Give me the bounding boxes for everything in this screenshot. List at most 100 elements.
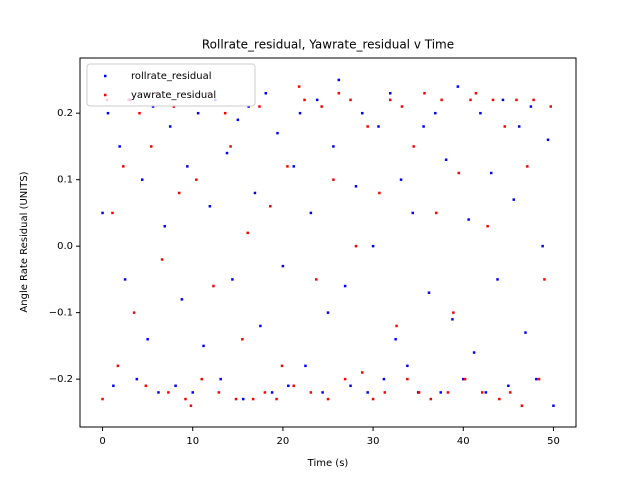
- point: [280, 364, 284, 368]
- point: [315, 98, 319, 102]
- point: [196, 111, 200, 115]
- point: [144, 384, 148, 388]
- point: [388, 98, 392, 102]
- point: [259, 324, 262, 328]
- point: [446, 391, 450, 394]
- legend-marker: [104, 93, 107, 97]
- point: [253, 191, 257, 195]
- point: [469, 98, 472, 102]
- point: [515, 98, 518, 102]
- point: [354, 185, 358, 188]
- legend-marker: [104, 74, 107, 78]
- point: [394, 337, 397, 341]
- point: [507, 384, 510, 388]
- point: [177, 191, 181, 195]
- point: [270, 391, 274, 394]
- point: [315, 278, 318, 281]
- legend-label: yawrate_residual: [131, 90, 216, 101]
- point: [491, 98, 495, 102]
- point: [321, 391, 324, 394]
- point: [512, 198, 516, 201]
- point: [452, 311, 455, 314]
- point: [247, 105, 250, 108]
- point: [520, 404, 524, 407]
- point: [337, 91, 341, 95]
- point: [503, 125, 507, 128]
- point: [406, 364, 409, 368]
- point: [451, 318, 454, 321]
- x-tick-label: 0: [99, 436, 105, 447]
- point: [399, 178, 403, 181]
- point: [463, 377, 467, 381]
- point: [292, 165, 295, 168]
- chart-title: Rollrate_residual, Yawrate_residual v Ti…: [202, 38, 454, 52]
- point: [149, 145, 153, 148]
- point: [423, 91, 426, 95]
- point: [486, 224, 489, 228]
- point: [524, 331, 527, 334]
- point: [132, 311, 136, 314]
- point: [151, 105, 155, 108]
- point: [371, 397, 375, 401]
- point: [146, 337, 149, 341]
- point: [217, 391, 221, 394]
- point: [388, 91, 392, 95]
- point: [287, 384, 290, 388]
- point: [535, 377, 538, 381]
- y-tick-label: 0.1: [57, 175, 73, 186]
- point: [111, 211, 114, 215]
- point: [537, 377, 541, 381]
- point: [168, 125, 172, 128]
- point: [172, 105, 176, 108]
- point: [225, 151, 229, 155]
- y-tick-label: −0.1: [49, 308, 73, 319]
- x-tick-label: 50: [547, 436, 560, 447]
- point: [472, 351, 476, 354]
- point: [434, 211, 438, 215]
- point: [281, 264, 285, 268]
- point: [263, 391, 267, 394]
- y-axis-label: Angle Rate Residual (UNITS): [19, 171, 30, 312]
- point: [112, 384, 115, 388]
- point: [541, 244, 544, 248]
- point: [427, 291, 431, 294]
- point: [174, 384, 177, 388]
- point: [343, 284, 347, 288]
- point: [303, 98, 306, 102]
- point: [208, 205, 212, 208]
- point: [400, 105, 404, 108]
- x-tick-label: 30: [367, 436, 380, 447]
- point: [361, 371, 364, 374]
- point: [258, 105, 261, 108]
- point: [276, 131, 279, 135]
- point: [508, 391, 512, 394]
- point: [200, 377, 203, 381]
- point: [138, 111, 141, 115]
- point: [234, 397, 238, 401]
- point: [195, 178, 198, 181]
- x-axis-label: Time (s): [307, 458, 349, 469]
- point: [526, 165, 529, 168]
- point: [231, 278, 234, 281]
- point: [444, 158, 448, 161]
- point: [378, 191, 381, 195]
- point: [412, 145, 415, 148]
- point: [529, 105, 533, 108]
- point: [343, 377, 347, 381]
- point: [219, 377, 222, 381]
- point: [361, 111, 364, 115]
- point: [160, 258, 164, 261]
- point: [251, 397, 255, 401]
- point: [417, 391, 421, 394]
- point: [439, 391, 442, 394]
- point: [326, 311, 330, 314]
- point: [517, 125, 521, 128]
- point: [467, 218, 470, 221]
- point: [309, 391, 313, 394]
- point: [241, 337, 244, 341]
- point: [241, 397, 245, 401]
- point: [371, 244, 375, 248]
- point: [186, 165, 189, 168]
- legend-label: rollrate_residual: [131, 71, 212, 82]
